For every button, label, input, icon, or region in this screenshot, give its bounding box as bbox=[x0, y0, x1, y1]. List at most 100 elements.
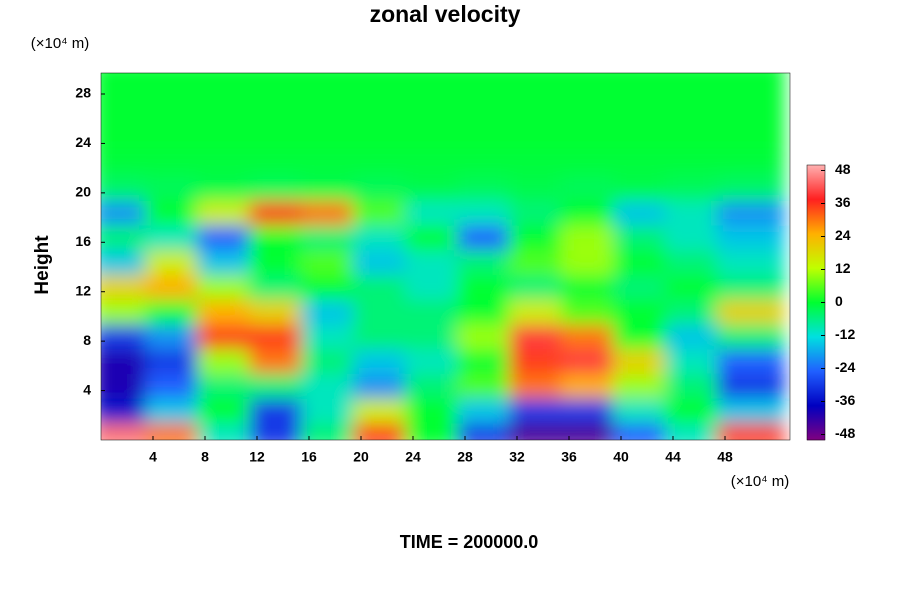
colorbar-band bbox=[807, 272, 825, 274]
colorbar-band bbox=[807, 207, 825, 209]
colorbar-band bbox=[807, 246, 825, 248]
colorbar-band bbox=[807, 220, 825, 222]
colorbar-tick-label: 0 bbox=[835, 293, 843, 309]
colorbar-band bbox=[807, 426, 825, 428]
colorbar-band bbox=[807, 390, 825, 392]
colorbar-band bbox=[807, 256, 825, 258]
colorbar-band bbox=[807, 399, 825, 401]
colorbar-band bbox=[807, 182, 825, 184]
colorbar-band bbox=[807, 436, 825, 438]
colorbar-band bbox=[807, 267, 825, 269]
colorbar-band bbox=[807, 228, 825, 230]
colorbar-band bbox=[807, 326, 825, 328]
colorbar-tick-label: 36 bbox=[835, 194, 851, 210]
colorbar-band bbox=[807, 350, 825, 352]
colorbar-band bbox=[807, 275, 825, 277]
colorbar-band bbox=[807, 224, 825, 226]
colorbar-band bbox=[807, 259, 825, 261]
colorbar-band bbox=[807, 278, 825, 280]
colorbar-band bbox=[807, 168, 825, 170]
x-tick-label: 40 bbox=[613, 449, 629, 465]
colorbar-band bbox=[807, 307, 825, 309]
colorbar-band bbox=[807, 175, 825, 177]
colorbar-tick-label: -36 bbox=[835, 392, 855, 408]
colorbar-band bbox=[807, 263, 825, 265]
colorbar-band bbox=[807, 218, 825, 220]
y-tick-label: 8 bbox=[83, 332, 91, 348]
colorbar-band bbox=[807, 365, 825, 367]
x-tick-label: 36 bbox=[561, 449, 577, 465]
x-tick-label: 24 bbox=[405, 449, 421, 465]
colorbar-band bbox=[807, 231, 825, 233]
x-tick-label: 12 bbox=[249, 449, 265, 465]
colorbar-band bbox=[807, 424, 825, 426]
colorbar-band bbox=[807, 301, 825, 303]
colorbar-band bbox=[807, 379, 825, 381]
colorbar-band bbox=[807, 273, 825, 275]
colorbar-band bbox=[807, 197, 825, 199]
colorbar-band bbox=[807, 325, 825, 327]
colorbar-tick-label: 48 bbox=[835, 161, 851, 177]
colorbar-band bbox=[807, 299, 825, 301]
colorbar-band bbox=[807, 353, 825, 355]
colorbar-band bbox=[807, 219, 825, 221]
colorbar-band bbox=[807, 248, 825, 250]
colorbar-band bbox=[807, 342, 825, 344]
colorbar-band bbox=[807, 309, 825, 311]
colorbar-band bbox=[807, 252, 825, 254]
colorbar-band bbox=[807, 222, 825, 224]
colorbar-band bbox=[807, 360, 825, 362]
colorbar-band bbox=[807, 254, 825, 256]
colorbar-band bbox=[807, 345, 825, 347]
colorbar-band bbox=[807, 312, 825, 314]
footer: TIME = 200000.0 bbox=[400, 532, 539, 552]
colorbar-band bbox=[807, 406, 825, 408]
colorbar-band bbox=[807, 396, 825, 398]
colorbar-band bbox=[807, 359, 825, 361]
colorbar-band bbox=[807, 269, 825, 271]
colorbar-band bbox=[807, 305, 825, 307]
y-tick-label: 24 bbox=[75, 134, 91, 150]
colorbar-band bbox=[807, 237, 825, 239]
colorbar-band bbox=[807, 437, 825, 439]
x-tick-label: 48 bbox=[717, 449, 733, 465]
y-tick-label: 4 bbox=[83, 381, 91, 397]
colorbar-band bbox=[807, 276, 825, 278]
colorbar-band bbox=[807, 249, 825, 251]
colorbar-band bbox=[807, 200, 825, 202]
colorbar-band bbox=[807, 337, 825, 339]
colorbar-band bbox=[807, 404, 825, 406]
colorbar-band bbox=[807, 221, 825, 223]
colorbar-band bbox=[807, 335, 825, 337]
colorbar-band bbox=[807, 391, 825, 393]
colorbar-band bbox=[807, 334, 825, 336]
colorbar-band bbox=[807, 242, 825, 244]
x-tick-label: 8 bbox=[201, 449, 209, 465]
colorbar-band bbox=[807, 371, 825, 373]
colorbar-band bbox=[807, 260, 825, 262]
colorbar-band bbox=[807, 213, 825, 215]
colorbar-band bbox=[807, 288, 825, 290]
colorbar-band bbox=[807, 180, 825, 182]
colorbar-band bbox=[807, 298, 825, 300]
colorbar-band bbox=[807, 193, 825, 195]
colorbar-band bbox=[807, 401, 825, 403]
colorbar-band bbox=[807, 199, 825, 201]
colorbar-band bbox=[807, 330, 825, 332]
colorbar-band bbox=[807, 435, 825, 437]
colorbar-band bbox=[807, 292, 825, 294]
colorbar-band bbox=[807, 380, 825, 382]
colorbar-band bbox=[807, 282, 825, 284]
colorbar-band bbox=[807, 174, 825, 176]
colorbar-band bbox=[807, 178, 825, 180]
colorbar-band bbox=[807, 212, 825, 214]
colorbar-band bbox=[807, 214, 825, 216]
colorbar-band bbox=[807, 194, 825, 196]
colorbar-band bbox=[807, 413, 825, 415]
chart-title: zonal velocity bbox=[370, 1, 521, 27]
colorbar-band bbox=[807, 368, 825, 370]
colorbar-band bbox=[807, 255, 825, 257]
colorbar-band bbox=[807, 202, 825, 204]
colorbar-band bbox=[807, 270, 825, 272]
colorbar-band bbox=[807, 392, 825, 394]
